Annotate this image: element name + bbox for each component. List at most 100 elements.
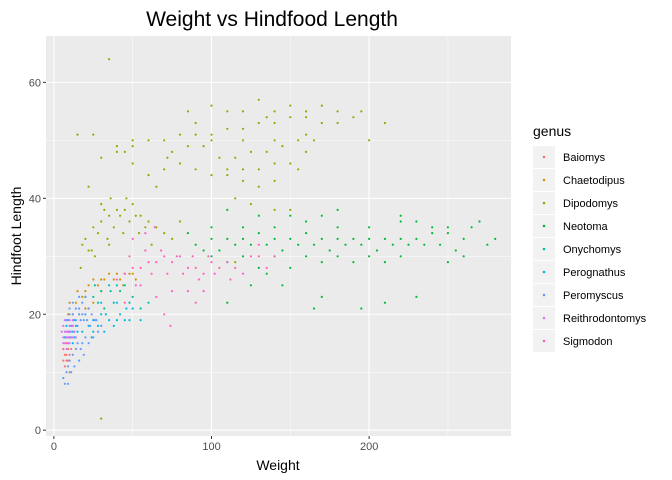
data-point — [249, 243, 252, 246]
data-point — [63, 319, 66, 322]
data-point — [305, 220, 308, 223]
data-point — [71, 301, 74, 304]
data-point — [312, 243, 316, 246]
data-point — [399, 220, 402, 223]
data-point — [194, 168, 197, 171]
data-point — [281, 249, 284, 252]
series-neotoma — [186, 208, 497, 310]
data-point — [93, 255, 96, 258]
data-point — [202, 145, 205, 148]
data-point — [65, 319, 68, 322]
data-point — [85, 319, 89, 322]
data-point — [128, 272, 131, 275]
data-point — [122, 284, 125, 287]
data-point — [202, 272, 205, 275]
data-point — [62, 359, 65, 362]
data-point — [147, 174, 150, 177]
data-point — [67, 342, 70, 345]
data-point — [213, 272, 216, 275]
data-point — [241, 168, 245, 171]
data-point — [81, 295, 84, 298]
data-point — [186, 145, 189, 148]
data-point — [210, 255, 213, 258]
data-point — [92, 295, 95, 298]
data-point — [210, 174, 213, 177]
data-point — [265, 150, 268, 153]
data-point — [71, 336, 74, 339]
data-point — [108, 319, 111, 322]
data-point — [328, 249, 331, 252]
data-point — [71, 342, 74, 345]
data-point — [128, 220, 131, 223]
data-point — [163, 255, 166, 258]
data-point — [446, 226, 449, 229]
data-point — [454, 249, 457, 252]
data-point — [68, 353, 71, 356]
data-point — [119, 278, 122, 281]
data-point — [210, 104, 213, 107]
data-point — [289, 116, 292, 119]
data-point — [241, 179, 245, 182]
data-point — [273, 226, 276, 229]
data-point — [241, 237, 245, 240]
data-point — [123, 301, 126, 304]
data-point — [155, 295, 158, 298]
data-point — [171, 150, 174, 153]
data-point — [74, 319, 77, 322]
data-point — [79, 266, 82, 269]
data-point — [90, 249, 93, 252]
data-point — [182, 272, 185, 275]
data-point — [100, 301, 103, 304]
data-point — [73, 330, 76, 333]
data-point — [218, 249, 221, 252]
data-point — [123, 150, 126, 153]
data-point — [305, 110, 308, 113]
data-point — [144, 226, 147, 229]
data-point — [87, 342, 90, 345]
legend-swatch — [542, 201, 546, 205]
data-point — [90, 313, 93, 316]
data-point — [93, 284, 96, 287]
data-point — [92, 330, 95, 333]
data-point — [226, 237, 229, 240]
data-point — [76, 330, 79, 333]
data-point — [415, 220, 418, 223]
data-point — [178, 133, 182, 136]
data-point — [115, 278, 118, 281]
data-point — [218, 266, 221, 269]
data-point — [257, 168, 260, 171]
data-point — [89, 324, 92, 327]
data-point — [134, 278, 137, 281]
chart-title: Weight vs Hindfood Length — [146, 8, 398, 31]
data-point — [249, 203, 252, 206]
data-point — [368, 226, 371, 229]
data-point — [87, 284, 90, 287]
data-points — [60, 58, 497, 420]
data-point — [191, 255, 194, 258]
data-point — [273, 179, 276, 182]
legend-item: Onychomys — [533, 238, 622, 260]
data-point — [163, 313, 166, 316]
data-point — [81, 243, 84, 246]
data-point — [131, 203, 134, 206]
data-point — [289, 214, 292, 217]
data-point — [207, 255, 210, 258]
data-point — [74, 301, 77, 304]
data-point — [115, 319, 118, 322]
data-point — [70, 371, 73, 374]
data-point — [226, 127, 229, 130]
data-point — [446, 261, 449, 264]
data-point — [65, 336, 68, 339]
data-point — [160, 249, 163, 252]
data-point — [147, 301, 150, 304]
data-point — [112, 301, 115, 304]
data-point — [446, 232, 449, 235]
data-point — [78, 359, 81, 362]
data-point — [478, 220, 481, 223]
data-point — [175, 255, 178, 258]
data-point — [257, 98, 260, 101]
data-point — [320, 295, 323, 298]
series-reithrodontomys — [60, 319, 77, 351]
data-point — [96, 330, 100, 333]
